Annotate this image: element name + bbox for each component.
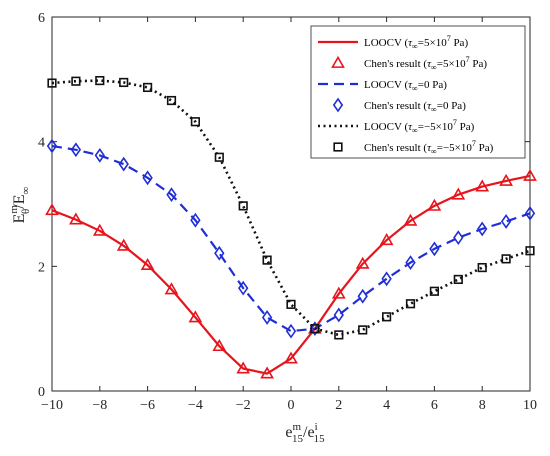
triangle-marker [284, 351, 298, 364]
triangle-marker [475, 179, 490, 192]
diamond-marker [142, 170, 153, 186]
triangle-marker [69, 212, 83, 225]
square-marker [381, 312, 392, 322]
x-tick-label: 4 [383, 398, 390, 413]
diamond-marker [309, 321, 321, 337]
diamond-marker [46, 138, 58, 154]
square-marker [286, 299, 296, 309]
triangle-marker [212, 339, 227, 352]
square-marker [358, 325, 368, 335]
square-marker [214, 152, 224, 162]
diamond-marker [381, 271, 392, 287]
x-tick-label: −8 [92, 398, 107, 413]
triangle-marker [331, 55, 345, 68]
diamond-marker [500, 214, 512, 229]
x-tick-label: −6 [140, 398, 155, 413]
legend-entry: LOOCV (τ∞=0 Pa) [364, 79, 447, 93]
legend-entry: Chen's result (τ∞=5×107 Pa) [364, 55, 487, 72]
series-line [51, 144, 531, 333]
triangle-marker [355, 256, 370, 269]
y-tick-label: 0 [38, 385, 45, 400]
triangle-marker [164, 282, 179, 295]
y-tick-label: 2 [38, 260, 45, 275]
square-marker [238, 201, 248, 211]
triangle-marker [260, 366, 274, 379]
triangle-marker [499, 173, 513, 186]
series-2 [46, 138, 536, 339]
diamond-marker [214, 245, 225, 261]
diamond-marker [118, 156, 129, 172]
legend-entry: Chen's result (τ∞=−5×107 Pa) [364, 139, 494, 156]
legend-entry: LOOCV (τ∞=−5×107 Pa) [364, 118, 475, 135]
square-marker [333, 142, 343, 152]
diamond-marker [524, 205, 536, 221]
square-marker [190, 117, 201, 127]
triangle-marker [331, 286, 346, 299]
x-axis-label: em 15/ei 15 [285, 421, 325, 445]
diamond-marker [333, 307, 344, 323]
y-tick-label: 4 [38, 136, 45, 151]
axis-ticks: −10 −8 −6 −4 −2 0 2 4 6 8 10 0 2 4 6 [38, 11, 537, 413]
x-tick-label: 2 [335, 398, 342, 413]
square-marker [334, 330, 344, 340]
triangle-marker [427, 198, 442, 211]
square-marker [71, 76, 81, 86]
square-marker [429, 286, 440, 296]
triangle-marker [379, 233, 394, 246]
triangle-marker [523, 168, 537, 181]
triangle-marker [236, 361, 251, 374]
triangle-marker [403, 213, 418, 226]
series-3 [47, 75, 535, 340]
legend-entry: Chen's result (τ∞=0 Pa) [364, 100, 466, 114]
y-axis-label: Emθ/E∞ [8, 186, 32, 223]
legend: LOOCV (τ∞=5×107 Pa) Chen's result (τ∞=5×1… [310, 25, 526, 159]
diamond-marker [94, 147, 105, 163]
triangle-marker [188, 310, 203, 323]
legend-box [310, 25, 526, 159]
triangle-marker [140, 257, 155, 271]
diamond-marker [477, 221, 488, 237]
diamond-marker [357, 288, 368, 304]
x-tick-label: 8 [479, 398, 486, 413]
x-tick-label: 6 [431, 398, 438, 413]
legend-entry: LOOCV (τ∞=5×107 Pa) [364, 34, 468, 51]
square-marker [477, 262, 487, 273]
square-marker [166, 95, 177, 106]
x-tick-label: −2 [236, 398, 251, 413]
triangle-marker [92, 223, 107, 236]
square-marker [453, 274, 463, 285]
diamond-marker [429, 241, 440, 257]
x-tick-label: 10 [523, 398, 537, 413]
diamond-marker [332, 97, 344, 113]
square-marker [405, 299, 416, 309]
square-marker [47, 78, 57, 88]
y-tick-label: 6 [38, 11, 45, 26]
triangle-marker [451, 187, 466, 200]
series-layer [45, 75, 537, 379]
diamond-marker [261, 310, 273, 325]
x-tick-label: −10 [41, 398, 63, 413]
diamond-marker [238, 280, 249, 296]
diamond-marker [190, 212, 201, 228]
square-marker [501, 254, 511, 264]
triangle-marker [45, 203, 59, 216]
square-marker [95, 75, 105, 86]
diamond-marker [453, 230, 464, 246]
triangle-marker [116, 238, 131, 251]
square-marker [119, 77, 129, 88]
x-tick-label: 0 [288, 398, 295, 413]
square-marker [262, 255, 272, 265]
series-line [51, 174, 531, 375]
diamond-marker [70, 142, 82, 158]
x-tick-label: −4 [188, 398, 203, 413]
square-marker [310, 324, 320, 334]
diamond-marker [285, 323, 297, 339]
diamond-marker [166, 187, 177, 203]
square-marker [525, 246, 535, 256]
diamond-marker [405, 255, 416, 270]
square-marker [143, 82, 153, 93]
